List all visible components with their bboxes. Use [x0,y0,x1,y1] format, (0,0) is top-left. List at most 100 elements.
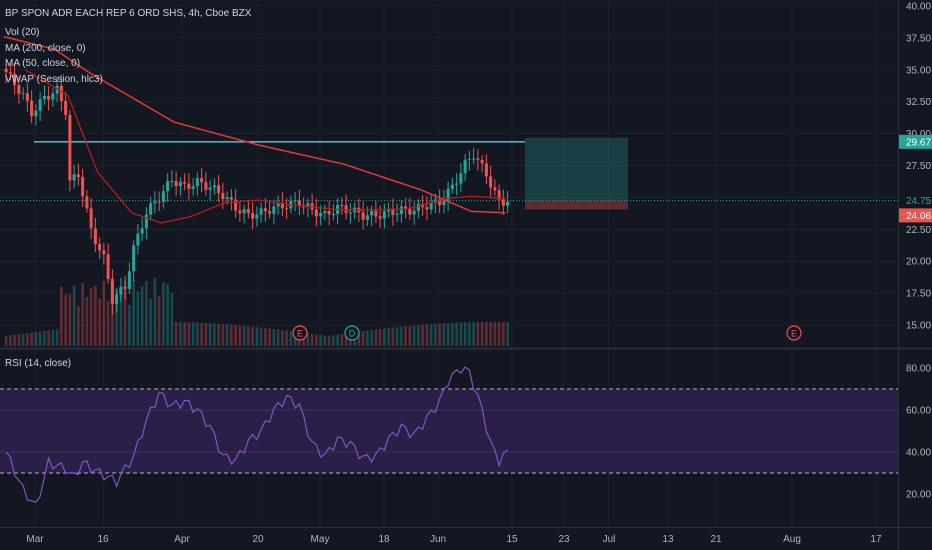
price-badge-stop [899,208,932,223]
rsi-line [5,366,508,503]
price-tick-label: 22.50 [906,225,931,236]
candle-body [463,159,467,174]
volume-bar [429,324,433,346]
candle-body [166,181,170,192]
candle-body [302,206,306,208]
candle-body [416,203,420,211]
volume-bars [4,278,509,346]
volume-bar [162,282,165,346]
volume-bar [434,323,437,346]
volume-bar [255,327,259,346]
candle-body [442,200,446,206]
candle-body [399,206,403,214]
candle-body [8,72,12,74]
volume-bar [451,322,454,346]
volume-bar [468,322,471,346]
volume-bar [425,324,429,346]
volume-bar [98,298,101,346]
time-tick-label: Apr [174,534,190,545]
price-badge-stop-label: 24.06 [906,211,931,222]
candle-body [72,174,76,181]
volume-bar [230,324,233,346]
volume-bar [55,329,59,346]
candle-body [119,286,123,295]
price-tick-label: 17.50 [906,289,931,300]
trade-box[interactable] [525,137,628,210]
volume-bar [344,333,348,346]
trade-target-zone [525,137,628,201]
candle-body [255,214,259,219]
candle-body [374,210,378,217]
candle-body [153,201,157,204]
rsi-tick-label: 40.00 [906,448,931,459]
candle-body [438,199,442,206]
candle-body [76,174,80,178]
volume-bar [272,329,276,346]
volume-bar [391,327,395,346]
volume-bar [315,334,318,346]
volume-bar [319,335,322,346]
volume-bar [395,327,399,346]
volume-bar [251,326,254,346]
volume-bar [247,326,250,346]
legend-rsi[interactable]: RSI (14, close) [5,358,72,369]
legend-ma200[interactable]: MA (200, close, 0) [5,43,86,54]
candle-body [348,212,352,214]
candle-body [204,182,208,190]
candle-body [47,96,51,100]
time-tick-label: 17 [870,534,882,545]
volume-bar [217,323,220,346]
volume-bar [72,285,76,346]
volume-bar [21,333,25,346]
legend-ma50[interactable]: MA (50, close, 0) [5,58,81,69]
volume-bar [26,333,29,346]
candle-body [21,93,25,95]
volume-bar [366,330,369,346]
volume-bar [17,334,21,346]
candle-body [370,210,374,216]
time-tick-label: 20 [252,534,264,545]
candle-body [59,85,63,101]
candle-body [25,93,29,101]
chart-title: BP SPON ADR EACH REP 6 ORD SHS, 4h, Cboe… [5,8,252,19]
candle-body [68,114,72,181]
candle-body [34,110,38,117]
candle-body [280,202,284,209]
candles [4,62,510,315]
legend-volume[interactable]: Vol (20) [5,27,40,38]
candle-body [221,193,225,200]
time-tick-label: Jul [603,534,616,545]
candle-body [484,163,488,177]
volume-bar [149,298,152,346]
candle-body [331,214,335,216]
price-tick-label: 20.00 [906,257,931,268]
legend-vwap[interactable]: VWAP (Session, hlc3) [5,74,103,85]
volume-bar [183,322,186,346]
axes: 40.0037.5035.0032.5030.0027.5025.0022.50… [26,2,932,545]
volume-bar [361,331,365,346]
volume-bar [357,331,361,346]
candle-body [293,200,297,202]
time-tick-label: 15 [506,534,518,545]
volume-bar [13,334,16,346]
volume-bar [68,294,72,346]
price-badge-last-label: 24.75 [906,196,931,207]
candle-body [467,158,471,160]
volume-bar [157,295,161,346]
volume-bar [128,304,131,346]
candle-body [365,215,369,220]
volume-bar [259,327,263,346]
candle-body [297,200,301,207]
candle-body [378,216,382,219]
volume-bar [489,322,492,346]
volume-bar [174,322,178,346]
volume-bar [234,325,237,346]
candle-body [501,199,505,206]
candle-body [106,254,110,279]
resistance-line[interactable] [0,141,898,202]
candle-body [102,250,106,255]
candle-body [30,100,34,117]
candle-body [506,201,510,206]
